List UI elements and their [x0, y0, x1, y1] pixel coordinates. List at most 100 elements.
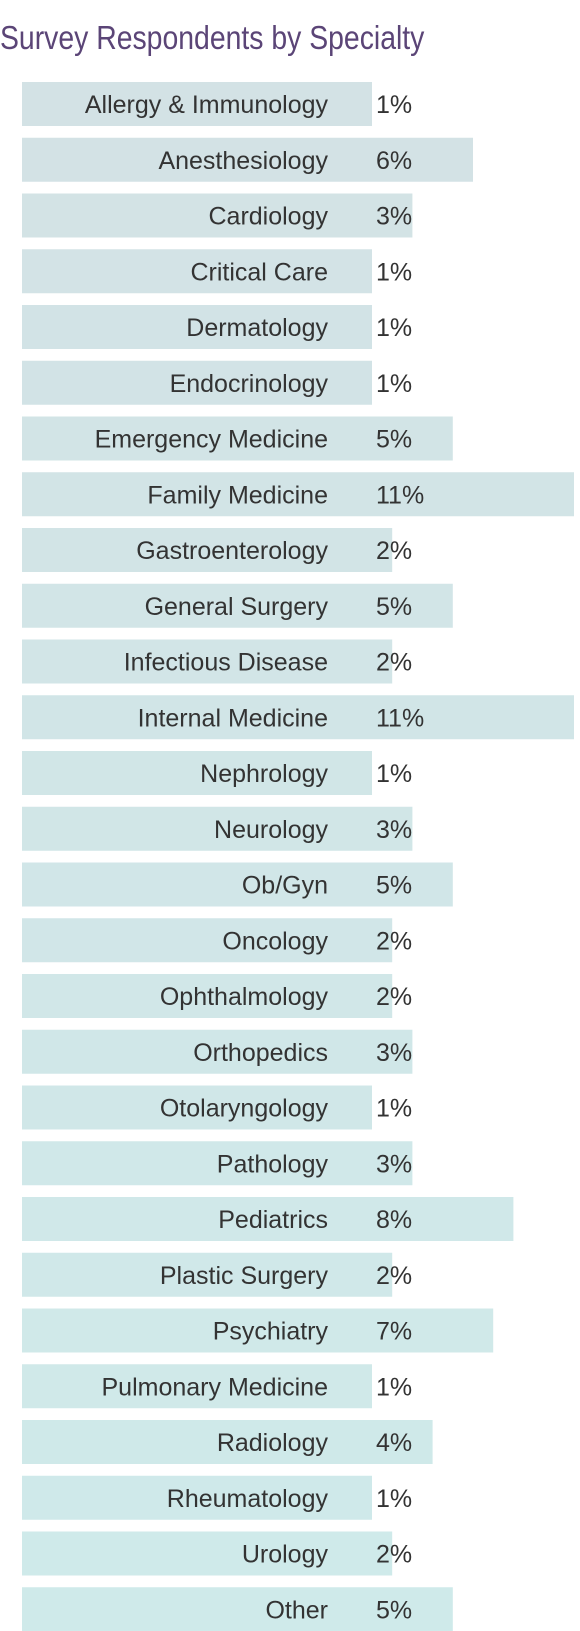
value-label: 3% [376, 816, 412, 844]
category-label: Psychiatry [213, 1318, 329, 1346]
value-label: 5% [376, 872, 412, 900]
bar [22, 806, 413, 851]
bar [22, 1308, 494, 1353]
value-label: 1% [376, 258, 412, 286]
value-label: 2% [376, 649, 412, 677]
value-label: 5% [376, 1596, 412, 1624]
value-label: 1% [376, 370, 412, 398]
bar [22, 1197, 514, 1241]
bar [22, 1531, 393, 1576]
bar-row: Gastroenterology 2% [22, 528, 412, 572]
value-label: 3% [376, 203, 412, 231]
category-label: Pathology [217, 1150, 329, 1178]
bar-row: Psychiatry 7% [22, 1308, 494, 1353]
bar [22, 1252, 393, 1297]
bar-row: Family Medicine 11% [22, 472, 574, 517]
bar-row: Allergy & Immunology 1% [22, 82, 412, 126]
category-label: Orthopedics [193, 1039, 328, 1067]
category-label: Allergy & Immunology [85, 91, 329, 119]
category-label: Other [265, 1596, 328, 1624]
bar [22, 360, 372, 405]
bar-row: Rheumatology 1% [22, 1475, 412, 1520]
bar-row: Ophthalmology 2% [22, 974, 412, 1018]
bar [22, 1587, 453, 1631]
bar-row: Neurology 3% [22, 806, 413, 851]
value-label: 2% [376, 537, 412, 565]
category-label: Critical Care [190, 258, 328, 286]
value-label: 5% [376, 593, 412, 621]
bar-row: Pediatrics 8% [22, 1197, 514, 1241]
value-label: 5% [376, 426, 412, 454]
category-label: Otolaryngology [160, 1095, 329, 1123]
bar [22, 1420, 433, 1464]
bar-row: Infectious Disease 2% [22, 639, 412, 684]
category-label: Ophthalmology [160, 983, 329, 1011]
category-label: Internal Medicine [138, 704, 328, 732]
category-label: Dermatology [186, 314, 328, 342]
category-label: Pediatrics [218, 1206, 328, 1234]
value-label: 11% [376, 481, 424, 509]
value-label: 1% [376, 91, 412, 119]
bar [22, 918, 393, 963]
bar-row: Emergency Medicine 5% [22, 416, 453, 461]
category-label: Urology [242, 1541, 329, 1569]
bar-row: Dermatology 1% [22, 305, 412, 349]
bar [22, 82, 372, 126]
category-label: Plastic Surgery [160, 1262, 329, 1290]
bar [22, 1364, 372, 1409]
value-label: 3% [376, 1039, 412, 1067]
category-label: Infectious Disease [124, 649, 328, 677]
bar [22, 583, 453, 628]
bar-row: Pathology 3% [22, 1141, 413, 1186]
category-label: Emergency Medicine [95, 426, 328, 454]
bar-row: Critical Care 1% [22, 249, 412, 294]
category-label: Ob/Gyn [242, 872, 328, 900]
bar [22, 639, 393, 684]
bar [22, 249, 372, 294]
value-label: 2% [376, 1262, 412, 1290]
category-label: Rheumatology [167, 1485, 329, 1513]
bar [22, 695, 574, 740]
bar-row: Endocrinology 1% [22, 360, 412, 405]
value-label: 7% [376, 1318, 412, 1346]
bar-row: Anesthesiology 6% [22, 137, 473, 182]
category-label: Cardiology [208, 203, 328, 231]
bar [22, 528, 393, 572]
category-label: Gastroenterology [136, 537, 328, 565]
bar-row: Oncology 2% [22, 918, 412, 963]
bar-row: General Surgery 5% [22, 583, 453, 628]
bar [22, 193, 413, 238]
bar-row: Pulmonary Medicine 1% [22, 1364, 412, 1409]
value-label: 1% [376, 1373, 412, 1401]
bar [22, 472, 574, 517]
value-label: 3% [376, 1150, 412, 1178]
bar [22, 416, 453, 461]
bar-row: Nephrology 1% [22, 751, 412, 795]
category-label: Oncology [222, 927, 328, 955]
bar [22, 974, 393, 1018]
bar-row: Ob/Gyn 5% [22, 862, 453, 907]
bar-row: Other 5% [22, 1587, 453, 1631]
value-label: 1% [376, 1485, 412, 1513]
bar-row: Urology 2% [22, 1531, 412, 1576]
bar [22, 751, 372, 795]
bar [22, 1475, 372, 1520]
category-label: Endocrinology [170, 370, 329, 398]
category-label: Anesthesiology [158, 147, 328, 175]
bar-row: Otolaryngology 1% [22, 1085, 412, 1130]
category-label: Radiology [217, 1429, 329, 1457]
bar [22, 137, 473, 182]
value-label: 4% [376, 1429, 412, 1457]
bar-row: Radiology 4% [22, 1420, 433, 1464]
bar-row: Cardiology 3% [22, 193, 413, 238]
value-label: 1% [376, 314, 412, 342]
value-label: 11% [376, 704, 424, 732]
category-label: Family Medicine [147, 481, 328, 509]
category-label: Neurology [214, 816, 328, 844]
value-label: 8% [376, 1206, 412, 1234]
value-label: 2% [376, 983, 412, 1011]
value-label: 1% [376, 1095, 412, 1123]
bar [22, 1141, 413, 1186]
value-label: 2% [376, 927, 412, 955]
